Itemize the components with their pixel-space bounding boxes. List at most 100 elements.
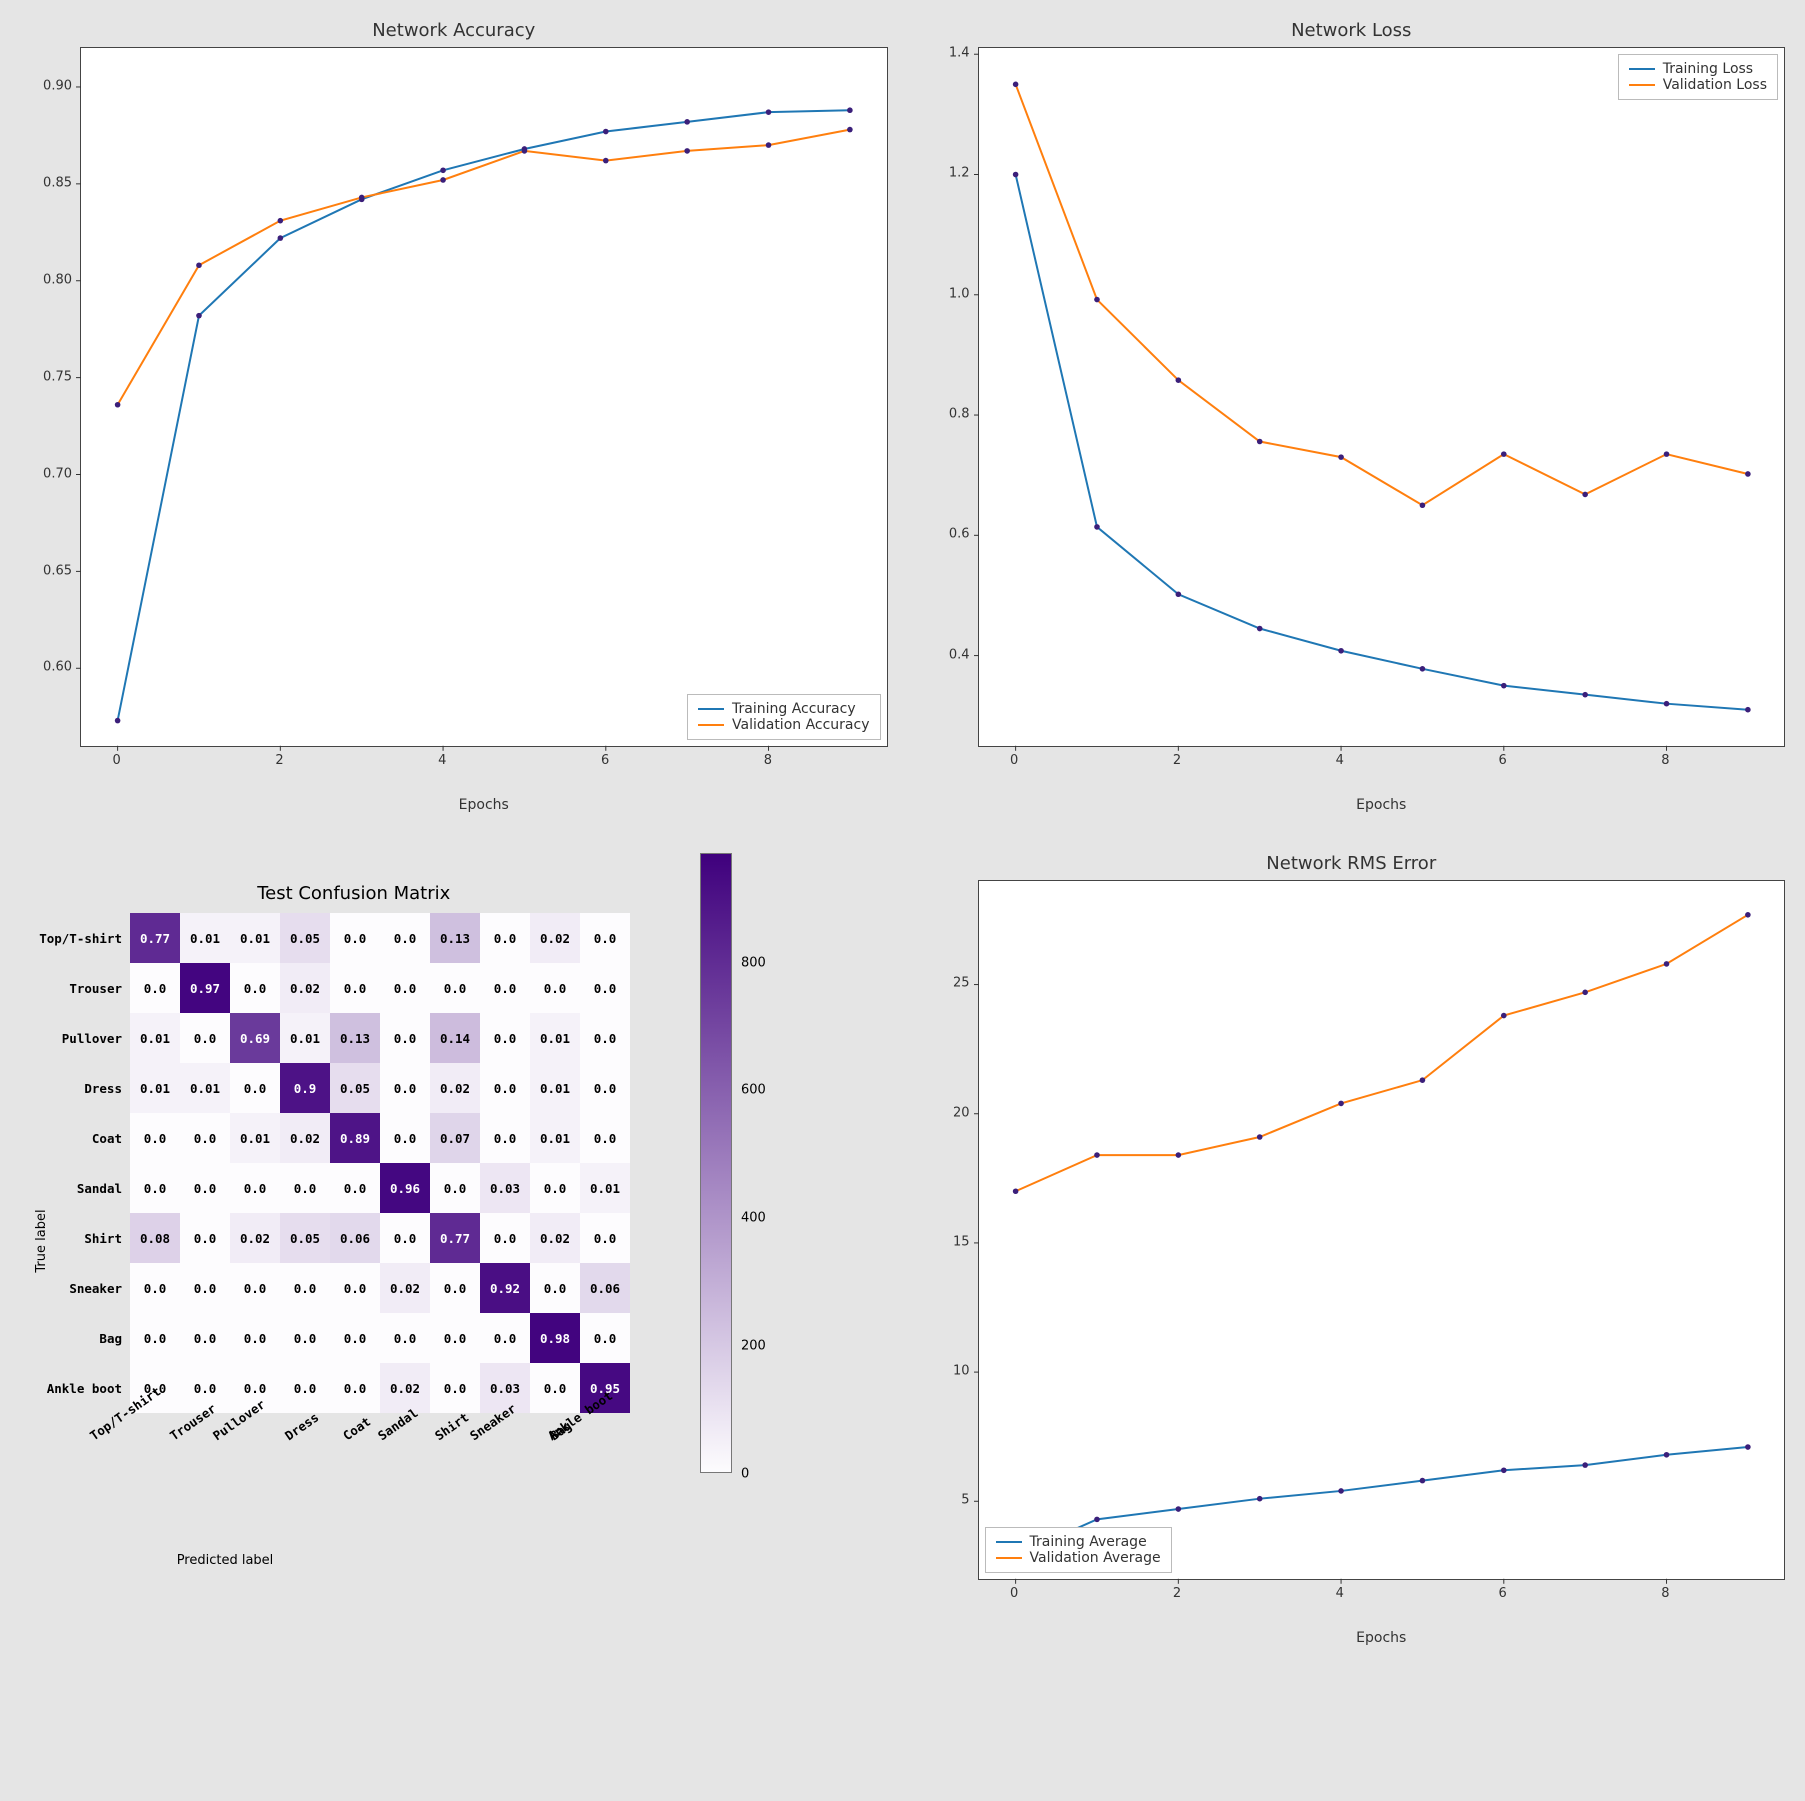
xtick-label: 8	[1661, 1586, 1669, 1601]
legend-swatch	[1629, 84, 1655, 86]
ytick-label: 1.0	[949, 286, 970, 301]
cm-cell: 0.01	[130, 1063, 180, 1113]
cm-cell: 0.0	[130, 1113, 180, 1163]
series-marker	[684, 148, 690, 154]
accuracy-plot: Training AccuracyValidation Accuracy	[80, 47, 888, 747]
colorbar-tick: 200	[741, 1339, 766, 1354]
series-marker	[1745, 707, 1751, 713]
series-marker	[1582, 990, 1588, 996]
ytick-label: 0.4	[949, 647, 970, 662]
rms-plot: Training AverageValidation Average	[978, 880, 1786, 1580]
series-marker	[766, 109, 772, 115]
series-marker	[1175, 591, 1181, 597]
confusion-xlabels: Top/T-shirtTrouserPulloverDressCoatSanda…	[20, 1413, 630, 1483]
legend-swatch	[698, 724, 724, 726]
loss-svg	[979, 48, 1785, 746]
loss-plot: Training LossValidation Loss	[978, 47, 1786, 747]
series-marker	[1745, 1444, 1751, 1450]
cm-row-label: Trouser	[20, 963, 130, 1013]
cm-cell: 0.0	[330, 1163, 380, 1213]
xtick-label: 2	[275, 753, 283, 768]
cm-cell: 0.0	[280, 1263, 330, 1313]
series-marker	[603, 158, 609, 164]
series-marker	[1663, 1452, 1669, 1458]
legend-label: Training Average	[1030, 1534, 1147, 1550]
cm-cell: 0.0	[480, 963, 530, 1013]
cm-cell: 0.0	[580, 963, 630, 1013]
confusion-colorbar: 0200400600800	[700, 853, 732, 1473]
cm-row-label: Coat	[20, 1113, 130, 1163]
legend-label: Validation Loss	[1663, 77, 1767, 93]
cm-cell: 0.01	[180, 1063, 230, 1113]
rms-legend: Training AverageValidation Average	[985, 1527, 1172, 1573]
series-marker	[278, 235, 284, 241]
cm-cell: 0.0	[380, 963, 430, 1013]
loss-panel: Network Loss 0.40.60.81.01.21.4 Training…	[918, 20, 1786, 813]
series-marker	[603, 129, 609, 135]
colorbar-tick: 800	[741, 955, 766, 970]
series-marker	[1582, 692, 1588, 698]
cm-cell: 0.0	[180, 1313, 230, 1363]
legend-swatch	[1629, 68, 1655, 70]
series-marker	[1745, 471, 1751, 477]
xtick-label: 0	[112, 753, 120, 768]
series-marker	[196, 313, 202, 319]
series-line	[1015, 84, 1747, 505]
series-marker	[440, 167, 446, 173]
cm-cell: 0.08	[130, 1213, 180, 1263]
cm-cell: 0.77	[430, 1213, 480, 1263]
loss-xlabel: Epochs	[978, 797, 1786, 813]
cm-cell: 0.0	[130, 963, 180, 1013]
cm-cell: 0.01	[130, 1013, 180, 1063]
cm-cell: 0.0	[280, 1163, 330, 1213]
cm-cell: 0.0	[330, 1313, 380, 1363]
loss-yticks: 0.40.60.81.01.21.4	[918, 47, 978, 813]
legend-label: Training Accuracy	[732, 701, 856, 717]
series-marker	[1256, 439, 1262, 445]
cm-cell: 0.01	[530, 1063, 580, 1113]
cm-cell: 0.0	[430, 1263, 480, 1313]
cm-cell: 0.0	[530, 1163, 580, 1213]
cm-cell: 0.0	[330, 963, 380, 1013]
cm-cell: 0.02	[380, 1263, 430, 1313]
xtick-label: 4	[438, 753, 446, 768]
xtick-label: 4	[1336, 1586, 1344, 1601]
ytick-label: 0.75	[43, 369, 72, 384]
cm-cell: 0.0	[380, 913, 430, 963]
series-marker	[1745, 912, 1751, 918]
xtick-label: 2	[1173, 753, 1181, 768]
cm-row-label: Pullover	[20, 1013, 130, 1063]
xtick-label: 8	[764, 753, 772, 768]
xtick-label: 4	[1336, 753, 1344, 768]
series-marker	[1338, 648, 1344, 654]
xtick-label: 6	[601, 753, 609, 768]
series-marker	[1256, 1134, 1262, 1140]
legend-row: Validation Accuracy	[698, 717, 870, 733]
cm-cell: 0.05	[280, 913, 330, 963]
cm-cell: 0.02	[280, 1113, 330, 1163]
xtick-label: 6	[1498, 1586, 1506, 1601]
cm-cell: 0.0	[180, 1013, 230, 1063]
legend-row: Validation Average	[996, 1550, 1161, 1566]
series-marker	[1419, 1077, 1425, 1083]
cm-col-label: Coat	[340, 1414, 373, 1444]
colorbar-tick: 0	[741, 1467, 749, 1482]
cm-cell: 0.0	[280, 1363, 330, 1413]
cm-cell: 0.0	[530, 1363, 580, 1413]
cm-cell: 0.96	[380, 1163, 430, 1213]
series-marker	[1663, 701, 1669, 707]
cm-cell: 0.0	[480, 1113, 530, 1163]
cm-cell: 0.0	[530, 963, 580, 1013]
cm-cell: 0.77	[130, 913, 180, 963]
accuracy-panel: Network Accuracy 0.600.650.700.750.800.8…	[20, 20, 888, 813]
series-marker	[1419, 1478, 1425, 1484]
cm-cell: 0.0	[480, 1013, 530, 1063]
cm-cell: 0.0	[130, 1263, 180, 1313]
legend-swatch	[996, 1541, 1022, 1543]
cm-cell: 0.01	[230, 913, 280, 963]
legend-row: Validation Loss	[1629, 77, 1767, 93]
cm-cell: 0.06	[330, 1213, 380, 1263]
series-marker	[847, 107, 853, 113]
cm-cell: 0.0	[580, 1113, 630, 1163]
cm-cell: 0.0	[480, 1313, 530, 1363]
